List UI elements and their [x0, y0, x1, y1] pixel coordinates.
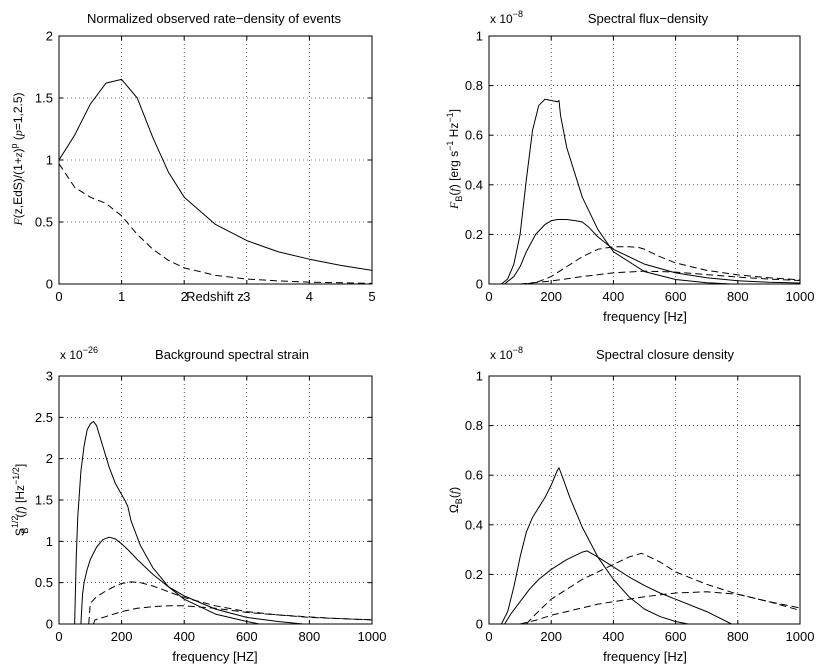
p2-ytick-label: 0.4: [465, 177, 483, 192]
p4-ylabel: ΩB(f): [447, 487, 464, 513]
p2-series-dashed-high: [526, 246, 801, 285]
p3-xtick-label: 1000: [358, 629, 387, 644]
p1-xtick-label: 0: [55, 289, 62, 304]
p4-xtick-label: 1000: [786, 629, 815, 644]
panel-spectral-strain: x 10−26 Background spectral strain 0 200 4…: [10, 345, 386, 664]
p2-xtick-label: 600: [665, 289, 687, 304]
p2-series-solid-mid: [504, 219, 801, 285]
p3-ylabel: S1/2B(f) [Hz−1/2]: [10, 464, 30, 536]
p1-xtick-label: 1: [118, 289, 125, 304]
p4-series-dashed-high: [525, 552, 801, 625]
p1-title: Normalized observed rate−density of even…: [87, 11, 341, 26]
p1-ytick-label: 1: [46, 153, 53, 168]
p4-xtick-label: 200: [540, 629, 562, 644]
p3-ytick-label: 0: [46, 617, 53, 632]
p3-grid: [59, 376, 372, 624]
p4-ticks: 0 200 400 600 800 1000 0 0.2 0.4 0.6 0.8 1: [465, 369, 815, 645]
p2-ylabel: FB(f) [erg s−1 Hz−1]: [445, 109, 464, 210]
p4-xtick-label: 0: [485, 629, 492, 644]
panel-flux-density: x 10−8 Spectral flux−density 0 200 400 600 8…: [445, 9, 814, 324]
p4-ytick-label: 0.6: [465, 468, 483, 483]
p2-xtick-label: 400: [603, 289, 625, 304]
p4-series-dashed-low: [519, 591, 801, 625]
p3-xtick-label: 600: [236, 629, 258, 644]
p3-title: Background spectral strain: [155, 347, 309, 362]
p4-xtick-label: 400: [603, 629, 625, 644]
p4-series-solid-high: [500, 467, 689, 625]
p2-series-dashed-low: [520, 270, 801, 285]
p3-xtick-label: 400: [173, 629, 195, 644]
p1-xtick-label: 4: [306, 289, 313, 304]
p4-ytick-label: 0.8: [465, 418, 483, 433]
p1-xlabel: Redshift z: [186, 289, 244, 304]
p2-ticks: 0 200 400 600 800 1000 0 0.2 0.4 0.6 0.8 1: [465, 29, 815, 305]
p3-xlabel: frequency [HZ]: [172, 649, 257, 664]
panel-rate-density: Normalized observed rate−density of even…: [9, 11, 376, 304]
p2-title: Spectral flux−density: [588, 11, 709, 26]
p2-xtick-label: 1000: [786, 289, 815, 304]
p1-ytick-label: 0.5: [35, 215, 53, 230]
p4-grid: [489, 376, 800, 624]
p4-xlabel: frequency [Hz]: [603, 649, 687, 664]
p3-ytick-label: 2: [46, 451, 53, 466]
p2-grid: [489, 36, 800, 284]
p2-ytick-label: 0: [476, 277, 483, 292]
p2-xtick-label: 0: [485, 289, 492, 304]
p2-ytick-label: 0.8: [465, 78, 483, 93]
p1-ytick-label: 1.5: [35, 91, 53, 106]
p4-series: [500, 467, 801, 625]
p3-ytick-label: 1: [46, 534, 53, 549]
p2-axes-box: [488, 35, 801, 285]
p3-xtick-label: 200: [111, 629, 133, 644]
panel-closure-density: x 10−8 Spectral closure density 0 200 400 6…: [447, 345, 814, 664]
p4-axes-box: [488, 375, 801, 625]
p1-series-p=2.5: [58, 163, 373, 284]
p3-axes-box: [58, 375, 373, 625]
p4-ytick-label: 0: [476, 617, 483, 632]
p3-ytick-label: 3: [46, 369, 53, 384]
p2-ytick-label: 1: [476, 29, 483, 44]
p2-series: [501, 98, 801, 285]
p3-exponent: x 10−26: [60, 345, 98, 362]
p3-ytick-label: 0.5: [35, 575, 53, 590]
p1-axes-box: [58, 35, 373, 285]
p3-ticks: 0 200 400 600 800 1000 0 0.5 1 1.5 2 2.5 3: [35, 369, 387, 645]
p2-xlabel: frequency [Hz]: [603, 309, 687, 324]
p2-xtick-label: 200: [540, 289, 562, 304]
p4-xtick-label: 800: [727, 629, 749, 644]
p4-ytick-label: 1: [476, 369, 483, 384]
p3-xtick-label: 0: [55, 629, 62, 644]
p4-series-solid-mid: [504, 550, 732, 625]
p1-series-p=1: [58, 78, 373, 271]
p3-series-dashed-low: [92, 605, 373, 625]
p1-xtick-label: 2: [181, 289, 188, 304]
p3-ytick-label: 1.5: [35, 493, 53, 508]
p2-series-solid-high: [501, 98, 732, 285]
p3-ytick-label: 2.5: [35, 410, 53, 425]
p4-ytick-label: 0.4: [465, 517, 483, 532]
p2-ytick-label: 0.2: [465, 227, 483, 242]
p1-ytick-label: 0: [46, 277, 53, 292]
p1-ylabel: F(z,EdS)/(1+z)p (p=1,2.5): [9, 92, 25, 226]
p3-series-solid-mid: [80, 536, 304, 625]
p1-ticks: 0 1 2 3 4 5 0 0.5 1 1.5 2: [35, 29, 376, 305]
p3-series-dashed-high: [88, 581, 373, 625]
p4-exponent: x 10−8: [490, 345, 523, 362]
p1-grid: [59, 36, 372, 284]
p2-xtick-label: 800: [727, 289, 749, 304]
p4-xtick-label: 600: [665, 629, 687, 644]
p1-xtick-label: 5: [368, 289, 375, 304]
p4-ytick-label: 0.2: [465, 567, 483, 582]
p3-xtick-label: 800: [299, 629, 321, 644]
p1-ytick-label: 2: [46, 29, 53, 44]
p2-ytick-label: 0.6: [465, 128, 483, 143]
p3-series-solid-high: [74, 420, 260, 625]
p1-series: [58, 78, 373, 284]
p1-xtick-label: 3: [243, 289, 250, 304]
p2-exponent: x 10−8: [490, 9, 523, 26]
p3-series: [74, 420, 373, 625]
p4-title: Spectral closure density: [596, 347, 735, 362]
